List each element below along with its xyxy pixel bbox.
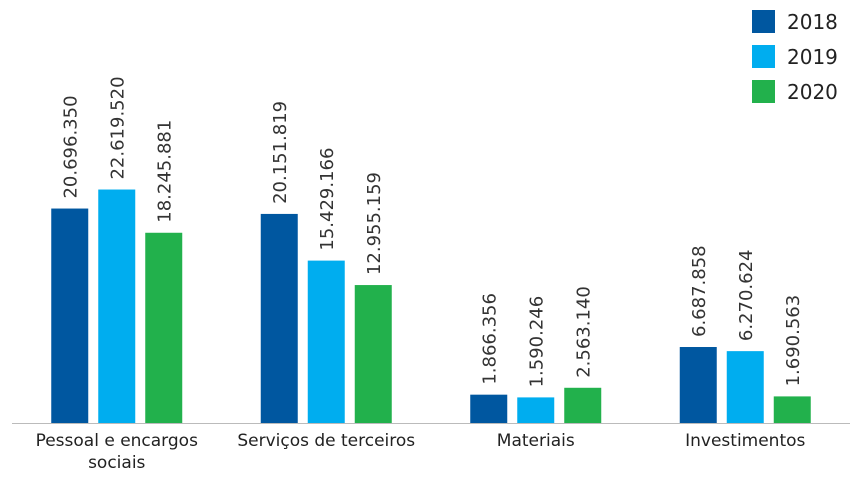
legend-label: 2018 xyxy=(787,10,838,34)
legend-label: 2020 xyxy=(787,80,838,104)
value-label: 20.696.350 xyxy=(61,95,82,198)
x-tick-label: Pessoal e encargos sociais xyxy=(35,431,198,473)
value-label: 1.866.356 xyxy=(480,293,501,385)
value-label: 22.619.520 xyxy=(108,76,129,179)
value-label: 2.563.140 xyxy=(574,286,595,378)
value-label: 1.690.563 xyxy=(783,295,804,387)
value-label: 12.955.159 xyxy=(364,172,385,275)
x-tick-label: Materiais xyxy=(496,431,575,451)
x-tick-label: Serviços de terceiros xyxy=(237,431,416,451)
bar xyxy=(307,260,345,423)
value-label: 18.245.881 xyxy=(155,120,176,223)
bar xyxy=(354,285,392,423)
bar xyxy=(726,351,764,423)
bar xyxy=(470,394,508,423)
legend-swatch xyxy=(752,45,775,68)
value-label: 20.151.819 xyxy=(270,101,291,204)
value-label: 6.687.858 xyxy=(689,245,710,337)
bar xyxy=(517,397,555,423)
value-label: 6.270.624 xyxy=(736,250,757,342)
bar xyxy=(564,387,602,423)
legend-swatch xyxy=(752,80,775,103)
bar xyxy=(773,396,811,423)
legend-label: 2019 xyxy=(787,45,838,69)
bar xyxy=(98,189,136,423)
legend-swatch xyxy=(752,10,775,33)
x-tick-label: Investimentos xyxy=(685,431,806,451)
value-label: 1.590.246 xyxy=(527,296,548,388)
value-label: 15.429.166 xyxy=(317,148,338,251)
bar xyxy=(145,232,183,423)
bar xyxy=(679,347,717,423)
bar xyxy=(260,213,298,423)
bar xyxy=(51,208,89,423)
